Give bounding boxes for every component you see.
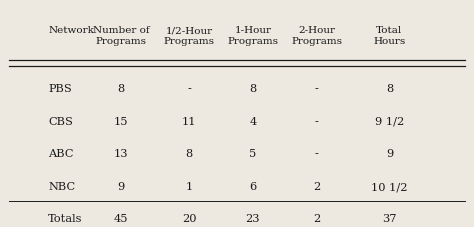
Text: PBS: PBS xyxy=(48,84,72,94)
Text: 9: 9 xyxy=(386,149,393,159)
Text: ABC: ABC xyxy=(48,149,73,159)
Text: CBS: CBS xyxy=(48,116,73,126)
Text: 8: 8 xyxy=(386,84,393,94)
Text: 2-Hour
Programs: 2-Hour Programs xyxy=(291,26,342,46)
Text: 8: 8 xyxy=(186,149,193,159)
Text: Number of
Programs: Number of Programs xyxy=(92,26,149,46)
Text: Network: Network xyxy=(48,26,94,35)
Text: 45: 45 xyxy=(114,213,128,223)
Text: 20: 20 xyxy=(182,213,196,223)
Text: 6: 6 xyxy=(249,182,256,192)
Text: 23: 23 xyxy=(246,213,260,223)
Text: -: - xyxy=(315,149,319,159)
Text: 15: 15 xyxy=(114,116,128,126)
Text: 2: 2 xyxy=(313,213,320,223)
Text: 11: 11 xyxy=(182,116,196,126)
Text: -: - xyxy=(187,84,191,94)
Text: 5: 5 xyxy=(249,149,256,159)
Text: 2: 2 xyxy=(313,182,320,192)
Text: 4: 4 xyxy=(249,116,256,126)
Text: 1: 1 xyxy=(186,182,193,192)
Text: 8: 8 xyxy=(249,84,256,94)
Text: NBC: NBC xyxy=(48,182,75,192)
Text: 13: 13 xyxy=(114,149,128,159)
Text: Total
Hours: Total Hours xyxy=(374,26,406,46)
Text: 8: 8 xyxy=(118,84,125,94)
Text: 9 1/2: 9 1/2 xyxy=(375,116,404,126)
Text: -: - xyxy=(315,116,319,126)
Text: 10 1/2: 10 1/2 xyxy=(371,182,408,192)
Text: 1/2-Hour
Programs: 1/2-Hour Programs xyxy=(164,26,215,46)
Text: 37: 37 xyxy=(382,213,397,223)
Text: Totals: Totals xyxy=(48,213,82,223)
Text: -: - xyxy=(315,84,319,94)
Text: 9: 9 xyxy=(118,182,125,192)
Text: 1-Hour
Programs: 1-Hour Programs xyxy=(228,26,278,46)
